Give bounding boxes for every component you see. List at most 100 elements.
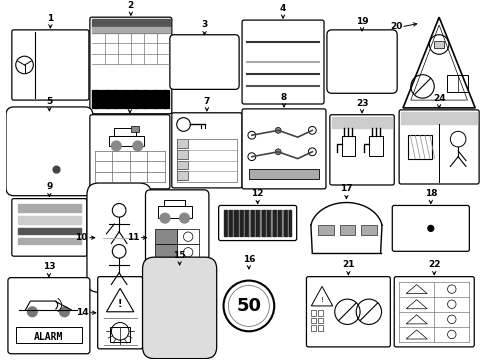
Bar: [264, 210, 265, 236]
Bar: [234, 210, 235, 236]
Bar: [275, 210, 276, 236]
Bar: [249, 210, 250, 236]
Bar: [132, 90, 133, 108]
Bar: [152, 90, 153, 108]
Circle shape: [27, 307, 37, 317]
Bar: [109, 90, 111, 108]
Bar: [141, 90, 142, 108]
Bar: [280, 210, 282, 236]
Bar: [318, 310, 323, 316]
Bar: [311, 318, 316, 324]
Bar: [227, 210, 228, 236]
Bar: [273, 210, 275, 236]
Bar: [114, 129, 136, 136]
Text: ALARM: ALARM: [34, 332, 63, 342]
Bar: [145, 90, 146, 108]
Text: 6: 6: [126, 99, 133, 108]
Bar: [259, 210, 260, 236]
Text: 14: 14: [76, 308, 88, 317]
Circle shape: [133, 141, 142, 151]
Text: 2: 2: [127, 1, 134, 10]
Text: 8: 8: [280, 93, 286, 102]
Bar: [163, 199, 185, 206]
Bar: [238, 210, 239, 236]
Bar: [242, 210, 243, 236]
FancyBboxPatch shape: [6, 107, 93, 196]
Bar: [127, 90, 129, 108]
Circle shape: [275, 149, 281, 155]
Bar: [446, 75, 468, 92]
Bar: [156, 90, 158, 108]
FancyBboxPatch shape: [329, 115, 393, 185]
Bar: [233, 210, 234, 236]
Text: 19: 19: [355, 17, 367, 26]
Bar: [96, 90, 98, 108]
Bar: [261, 210, 262, 236]
Bar: [276, 210, 277, 236]
Bar: [235, 210, 236, 236]
Bar: [240, 210, 241, 236]
Bar: [278, 210, 279, 236]
FancyBboxPatch shape: [393, 277, 473, 347]
Bar: [129, 90, 131, 108]
Bar: [248, 169, 319, 179]
Bar: [311, 310, 316, 316]
Text: 1: 1: [47, 14, 53, 23]
Bar: [271, 210, 272, 236]
Bar: [125, 90, 126, 108]
Bar: [253, 210, 254, 236]
Bar: [250, 210, 251, 236]
Bar: [167, 90, 169, 108]
Text: 12: 12: [251, 189, 264, 198]
Bar: [143, 90, 144, 108]
Bar: [279, 210, 280, 236]
Bar: [147, 90, 149, 108]
Bar: [318, 225, 333, 235]
Text: 16: 16: [242, 255, 255, 264]
Text: 9: 9: [46, 183, 53, 192]
Bar: [263, 210, 264, 236]
Bar: [224, 210, 225, 236]
Text: !: !: [320, 297, 323, 303]
Bar: [341, 136, 354, 156]
Circle shape: [179, 213, 189, 223]
Bar: [407, 135, 431, 159]
FancyBboxPatch shape: [12, 30, 89, 100]
Bar: [247, 210, 248, 236]
FancyBboxPatch shape: [145, 190, 208, 285]
Bar: [123, 90, 124, 108]
Bar: [18, 216, 81, 224]
Bar: [116, 90, 118, 108]
Bar: [282, 210, 283, 236]
Text: 4: 4: [279, 4, 285, 13]
FancyBboxPatch shape: [87, 183, 151, 292]
Circle shape: [160, 213, 169, 223]
Bar: [105, 90, 106, 108]
Bar: [119, 90, 120, 108]
Bar: [283, 210, 284, 236]
Bar: [155, 229, 177, 244]
Circle shape: [275, 127, 281, 133]
Bar: [268, 210, 269, 236]
Bar: [231, 210, 232, 236]
Bar: [287, 210, 288, 236]
Bar: [139, 90, 140, 108]
Circle shape: [427, 225, 433, 231]
FancyBboxPatch shape: [142, 257, 216, 359]
FancyBboxPatch shape: [90, 115, 169, 189]
FancyBboxPatch shape: [171, 113, 242, 188]
Bar: [107, 90, 109, 108]
Bar: [154, 90, 155, 108]
Bar: [149, 90, 151, 108]
Bar: [241, 210, 242, 236]
Bar: [400, 112, 476, 123]
FancyBboxPatch shape: [398, 110, 478, 184]
Bar: [108, 136, 143, 146]
Bar: [161, 90, 162, 108]
FancyBboxPatch shape: [218, 206, 296, 240]
Bar: [260, 210, 261, 236]
Text: 10: 10: [75, 233, 87, 242]
Bar: [286, 210, 287, 236]
Text: 3: 3: [201, 21, 207, 30]
Bar: [158, 206, 192, 218]
